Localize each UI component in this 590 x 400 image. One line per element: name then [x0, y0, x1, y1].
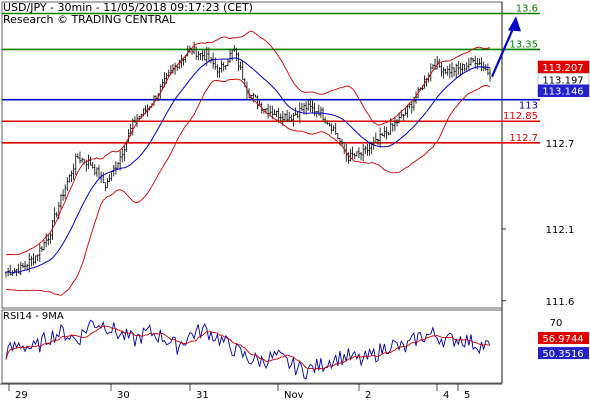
time-axis-tick-label: 30	[117, 390, 130, 400]
time-axis-tick-label: 5	[464, 390, 470, 400]
chart-credit: Research © TRADING CENTRAL	[3, 13, 176, 26]
level-label: 13.35	[509, 39, 538, 50]
price-axis-tick-label: 111.6	[546, 297, 575, 308]
rsi-ma-value-box	[538, 332, 589, 345]
rsi-ma-line	[5, 325, 490, 371]
level-label: 112.7	[509, 133, 538, 144]
price-label: 113.146	[542, 87, 583, 98]
rsi-axis-tick-label: 70	[550, 318, 563, 329]
level-label: 113	[519, 101, 538, 112]
price-label-box	[537, 60, 590, 74]
level-label: 13.6	[516, 3, 538, 14]
bollinger-upper-band	[5, 30, 491, 256]
bollinger-lower-band	[5, 78, 491, 296]
rsi-title: RSI14 - 9MA	[3, 311, 64, 322]
chart-title: USD/JPY - 30min - 11/05/2018 09:17:23 (C…	[3, 1, 253, 14]
projection-arrow-line	[490, 25, 516, 78]
time-axis-tick-label: 29	[15, 390, 28, 400]
price-axis-tick-label: 112.7	[546, 139, 575, 150]
price-label-box	[537, 84, 590, 97]
rsi-line	[5, 319, 491, 380]
price-panel-frame	[1, 1, 503, 309]
rsi-value-label: 50.3516	[542, 349, 583, 360]
rsi-value-box	[538, 347, 589, 360]
price-label: 113.197	[542, 75, 583, 86]
time-axis-tick-label: 31	[196, 390, 209, 400]
level-label: 112.85	[503, 111, 538, 122]
moving-average-line	[5, 57, 491, 274]
projection-arrowhead	[508, 16, 521, 32]
rsi-ma-value-label: 56.9744	[542, 334, 583, 345]
time-axis-tick-label: 4	[443, 390, 449, 400]
price-axis-tick-label: 112.1	[546, 225, 575, 236]
time-axis-tick-label: Nov	[284, 390, 304, 400]
rsi-panel-frame	[1, 309, 503, 384]
time-axis-tick-label: 2	[365, 390, 371, 400]
price-label: 113.207	[542, 63, 583, 74]
